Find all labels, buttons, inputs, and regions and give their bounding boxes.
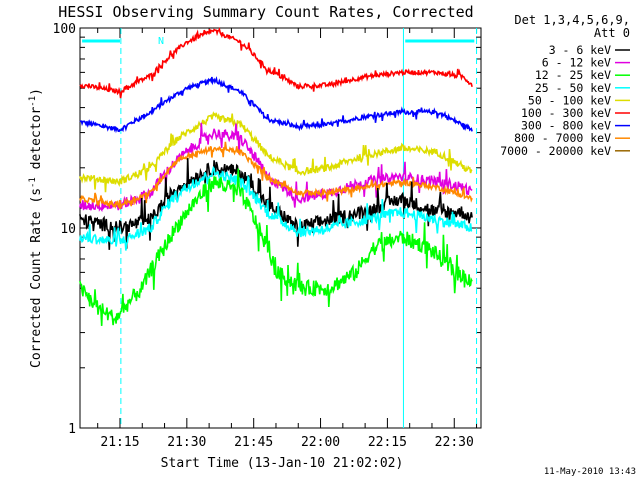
y-tick-label: 1: [68, 422, 76, 437]
series-line: [79, 168, 473, 326]
x-axis: 21:15 21:30 21:45 22:00 22:15 22:30: [97, 28, 478, 450]
legend-entry-label: 100 - 300 keV: [521, 106, 611, 120]
legend-entry-label: 800 - 7000 keV: [514, 131, 611, 145]
y-axis-label-unit: detector: [29, 107, 44, 178]
chart-title: HESSI Observing Summary Count Rates, Cor…: [58, 3, 473, 21]
legend-entry-label: 25 - 50 keV: [535, 81, 611, 95]
legend-entry-label: 300 - 800 keV: [521, 119, 611, 133]
legend-entry-label: 6 - 12 keV: [542, 56, 611, 70]
x-tick-label: 21:15: [100, 435, 139, 450]
legend-entry-label: 7000 - 20000 keV: [500, 144, 611, 158]
x-tick-label: 21:45: [234, 435, 273, 450]
legend-header-line2: Att 0: [594, 26, 630, 40]
legend-entry-label: 3 - 6 keV: [549, 43, 611, 57]
series-line: [79, 158, 473, 250]
y-axis-label-close: ): [29, 88, 44, 96]
x-tick-label: 21:30: [167, 435, 206, 450]
legend-entry-label: 50 - 100 keV: [528, 93, 611, 107]
series-line: [79, 141, 473, 211]
y-tick-label: 100: [53, 22, 76, 37]
x-tick-label: 22:00: [301, 435, 340, 450]
legend-header-line1: Det 1,3,4,5,6,9,: [514, 13, 630, 27]
y-axis-label-exponent-2: -1: [28, 96, 38, 107]
y-axis-label-exponent: -1: [28, 177, 38, 188]
y-tick-label: 10: [60, 222, 76, 237]
y-axis-label: Corrected Count Rate (s-1 detector-1): [28, 88, 44, 368]
timestamp: 11-May-2010 13:43: [544, 467, 636, 477]
y-axis: 1 10 100: [53, 22, 481, 437]
series-line: [79, 111, 473, 193]
marker-label: N: [158, 36, 164, 47]
x-tick-label: 22:30: [435, 435, 474, 450]
series-layer: [79, 27, 473, 326]
y-axis-label-main: Corrected Count Rate (s: [29, 188, 44, 368]
legend-entry-label: 12 - 25 keV: [535, 68, 611, 82]
series-line: [79, 76, 473, 134]
series-line: [79, 122, 473, 213]
x-axis-label: Start Time (13-Jan-10 21:02:02): [161, 456, 404, 471]
x-tick-label: 22:15: [368, 435, 407, 450]
series-line: [79, 165, 473, 251]
series-line: [79, 27, 473, 99]
